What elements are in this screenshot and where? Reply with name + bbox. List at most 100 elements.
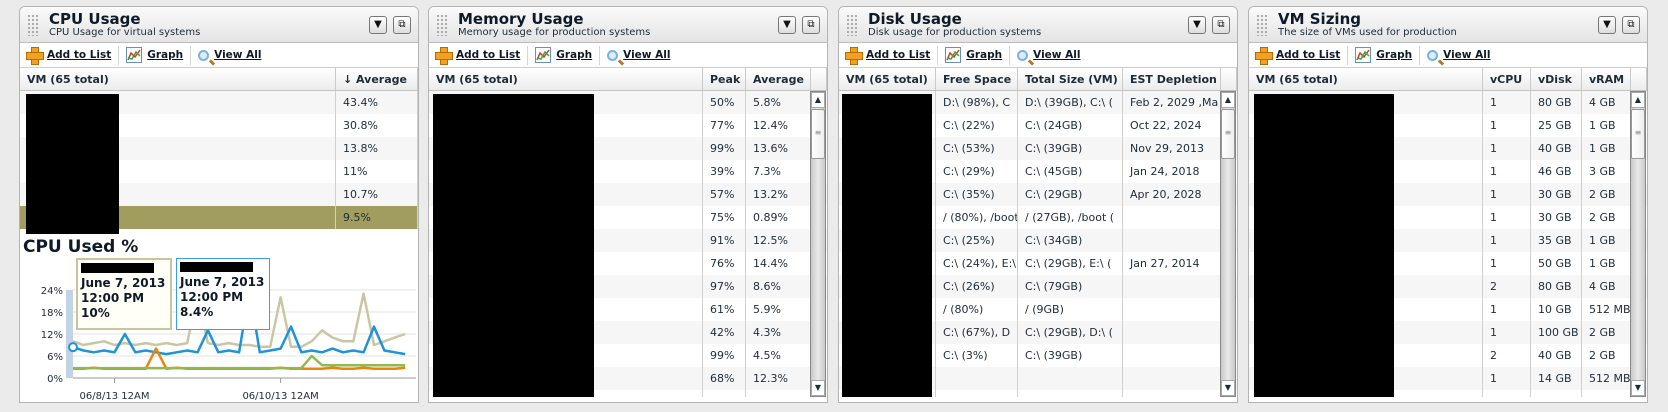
graph-button[interactable]: Graph	[118, 45, 190, 65]
table-cell: C:\ (24GB)	[1018, 114, 1123, 137]
column-header[interactable]: ↓ Average	[336, 68, 418, 90]
column-header[interactable]: Free Space	[936, 68, 1018, 90]
table-row[interactable]: C:\ (22%) C:\ (24GB) Oct 22, 2024	[839, 114, 1237, 137]
hover-point	[68, 342, 78, 353]
table-row[interactable]: 75% 0.89%	[429, 206, 827, 229]
scroll-down-icon[interactable]: ▼	[1631, 380, 1645, 396]
view-all-button[interactable]: View All	[1419, 45, 1497, 65]
scroll-thumb[interactable]: ≡	[1221, 109, 1235, 159]
drag-handle-icon[interactable]	[1256, 14, 1268, 36]
table-cell: 4.3%	[746, 321, 811, 344]
table-cell: 1	[1483, 321, 1531, 344]
drag-handle-icon[interactable]	[27, 14, 39, 36]
column-header[interactable]: EST Depletion	[1123, 68, 1221, 90]
popout-icon[interactable]: ⧉	[393, 16, 411, 34]
table-cell	[1123, 229, 1221, 252]
add-to-list-button[interactable]: Add to List	[24, 46, 118, 65]
view-all-button[interactable]: View All	[599, 45, 677, 65]
popout-icon[interactable]: ⧉	[1622, 16, 1640, 34]
table-row[interactable]: C:\ (24%), E:\ C:\ (29GB), E:\ (Jan 27, 2…	[839, 252, 1237, 275]
table-row[interactable]: 10.7%	[20, 183, 418, 206]
dropdown-icon[interactable]: ▼	[369, 16, 387, 34]
scroll-down-icon[interactable]: ▼	[811, 380, 825, 396]
graph-button[interactable]: Graph	[937, 45, 1009, 65]
graph-button[interactable]: Graph	[1347, 45, 1419, 65]
table-cell: 75%	[703, 206, 746, 229]
column-header[interactable]: VM (65 total)	[839, 68, 936, 90]
add-to-list-button[interactable]: Add to List	[433, 46, 527, 65]
table-row[interactable]: 99% 4.5%	[429, 344, 827, 367]
column-header[interactable]: VM (65 total)	[1249, 68, 1483, 90]
table-row[interactable]: 13.8%	[20, 137, 418, 160]
table-cell: 80 GB	[1531, 91, 1582, 114]
vertical-scrollbar[interactable]: ▲ ≡ ▼	[1630, 91, 1646, 397]
table-row[interactable]: 2 40 GB 2 GB	[1249, 344, 1647, 367]
table-row[interactable]: C:\ (53%) C:\ (39GB) Nov 29, 2013	[839, 137, 1237, 160]
table-row[interactable]: 1 30 GB 2 GB	[1249, 206, 1647, 229]
add-to-list-button[interactable]: Add to List	[843, 46, 937, 65]
table-row[interactable]: 39% 7.3%	[429, 160, 827, 183]
y-tick-label: 0%	[47, 374, 63, 385]
table-row[interactable]: C:\ (25%) C:\ (34GB)	[839, 229, 1237, 252]
table-cell	[429, 91, 703, 114]
table-row[interactable]: C:\ (67%), D C:\ (29GB), D:\ (	[839, 321, 1237, 344]
scroll-thumb[interactable]: ≡	[1631, 109, 1645, 159]
column-header[interactable]: vDisk	[1531, 68, 1582, 90]
drag-handle-icon[interactable]	[846, 14, 858, 36]
scroll-up-icon[interactable]: ▲	[811, 92, 825, 108]
table-row[interactable]: 9.5%	[20, 206, 418, 229]
tooltip-value: 10%	[81, 306, 110, 320]
table-cell: 14 GB	[1531, 367, 1582, 390]
table-row[interactable]: 11%	[20, 160, 418, 183]
panel-header: VM Sizing The size of VMs used for produc…	[1249, 7, 1647, 43]
drag-handle-icon[interactable]	[436, 14, 448, 36]
scroll-down-icon[interactable]: ▼	[1221, 380, 1235, 396]
table-row[interactable]: 1 10 GB 512 MB	[1249, 298, 1647, 321]
chart-tooltip: June 7, 2013 12:00 PM 10%	[76, 258, 172, 330]
table-cell	[429, 206, 703, 229]
column-header[interactable]: Average	[746, 68, 811, 90]
table-cell	[429, 298, 703, 321]
popout-icon[interactable]: ⧉	[1212, 16, 1230, 34]
table-cell: 12.4%	[746, 114, 811, 137]
add-to-list-button[interactable]: Add to List	[1253, 46, 1347, 65]
table-row[interactable]: C:\ (29%) C:\ (45GB) Jan 24, 2018	[839, 160, 1237, 183]
view-all-button[interactable]: View All	[1009, 45, 1087, 65]
table-cell: 1	[1483, 114, 1531, 137]
popout-icon[interactable]: ⧉	[802, 16, 820, 34]
column-header[interactable]: VM (65 total)	[429, 68, 703, 90]
column-header[interactable]: vRAM	[1582, 68, 1631, 90]
vertical-scrollbar[interactable]: ▲ ≡ ▼	[1220, 91, 1236, 397]
column-header[interactable]: Total Size (VM)	[1018, 68, 1123, 90]
table-row[interactable]: 43.4%	[20, 91, 418, 114]
graph-button[interactable]: Graph	[527, 45, 599, 65]
table-cell: 43.4%	[336, 91, 418, 114]
scroll-thumb[interactable]: ≡	[811, 109, 825, 159]
table-cell	[839, 344, 936, 367]
table-row[interactable]: 30.8%	[20, 114, 418, 137]
table-row[interactable]: 1 50 GB 1 GB	[1249, 252, 1647, 275]
search-icon	[1017, 49, 1029, 61]
scroll-up-icon[interactable]: ▲	[1221, 92, 1235, 108]
table-cell: 9.5%	[336, 206, 418, 229]
table-row[interactable]: / (80%) / (9GB)	[839, 298, 1237, 321]
table-cell: C:\ (67%), D	[936, 321, 1018, 344]
table-row[interactable]: 76% 14.4%	[429, 252, 827, 275]
toolbar-label: Add to List	[866, 49, 931, 61]
vertical-scrollbar[interactable]: ▲ ≡ ▼	[810, 91, 826, 397]
dropdown-icon[interactable]: ▼	[1188, 16, 1206, 34]
table-row[interactable]: 1 25 GB 1 GB	[1249, 114, 1647, 137]
column-header[interactable]: Peak	[703, 68, 746, 90]
column-header[interactable]: VM (65 total)	[20, 68, 336, 90]
toolbar-label: Graph	[147, 49, 184, 61]
dropdown-icon[interactable]: ▼	[1598, 16, 1616, 34]
table-row[interactable]: / (80%), /boot (/ (27GB), /boot (	[839, 206, 1237, 229]
column-header[interactable]: vCPU	[1483, 68, 1531, 90]
table-row[interactable]: D:\ (98%), C D:\ (39GB), C:\ (Feb 2, 2029…	[839, 91, 1237, 114]
table-row[interactable]: 77% 12.4%	[429, 114, 827, 137]
table-row[interactable]: C:\ (35%) C:\ (29GB) Apr 20, 2028	[839, 183, 1237, 206]
view-all-button[interactable]: View All	[190, 45, 268, 65]
scroll-up-icon[interactable]: ▲	[1631, 92, 1645, 108]
table-row[interactable]: C:\ (3%) C:\ (39GB)	[839, 344, 1237, 367]
dropdown-icon[interactable]: ▼	[778, 16, 796, 34]
